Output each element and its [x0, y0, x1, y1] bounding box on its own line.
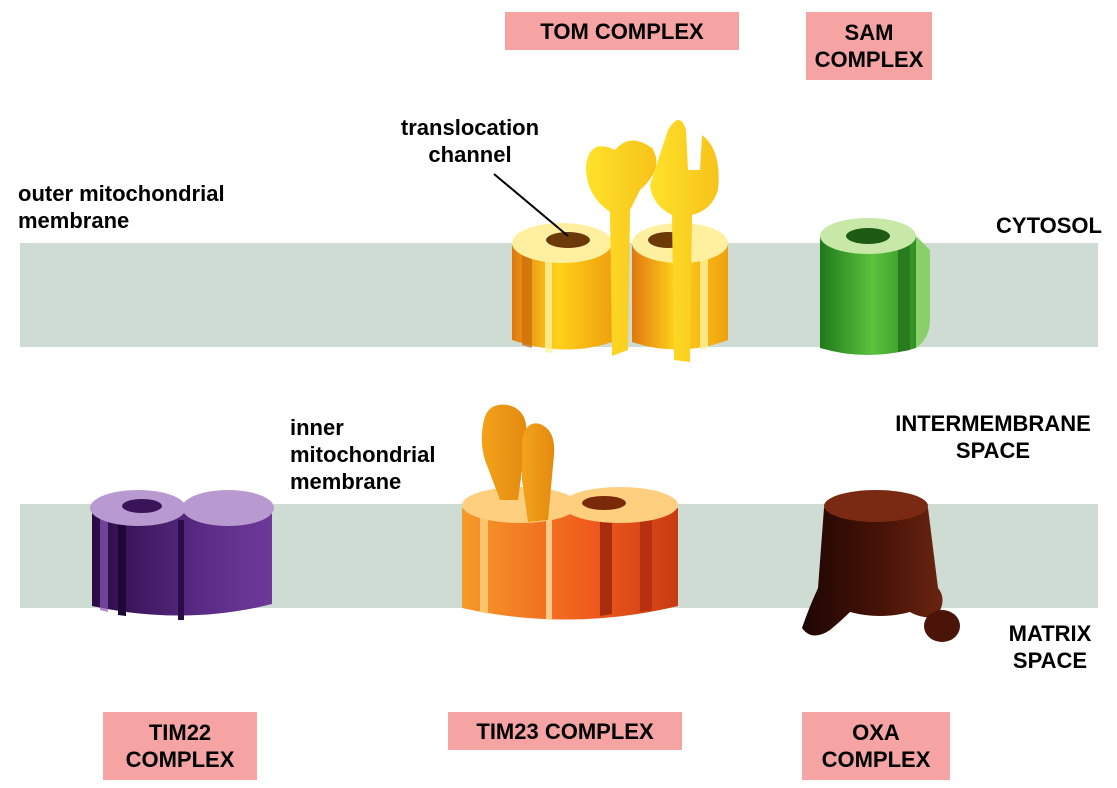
- translocation-channel-pointer: [493, 173, 569, 237]
- tim23-complex-protein: [462, 404, 678, 620]
- oxa-complex-label: OXA COMPLEX: [802, 712, 950, 780]
- translocation-channel-label: translocation channel: [400, 115, 540, 167]
- oxa-complex-protein: [802, 490, 960, 642]
- tim22-complex-protein: [90, 490, 274, 620]
- tom-complex-label: TOM COMPLEX: [505, 12, 739, 50]
- inner-membrane-label: inner mitochondrial membrane: [290, 415, 436, 494]
- outer-membrane-label: outer mitochondrial membrane: [18, 181, 225, 233]
- sam-complex-label: SAM COMPLEX: [806, 12, 932, 80]
- tim22-complex-label: TIM22 COMPLEX: [103, 712, 257, 780]
- intermembrane-space-label: INTERMEMBRANE SPACE: [895, 411, 1091, 463]
- matrix-space-label: MATRIX SPACE: [1008, 621, 1092, 673]
- tim23-complex-label: TIM23 COMPLEX: [448, 712, 682, 750]
- sam-complex-protein: [820, 218, 930, 355]
- cytosol-label: CYTOSOL: [996, 213, 1102, 238]
- tom-complex-protein: [512, 120, 728, 362]
